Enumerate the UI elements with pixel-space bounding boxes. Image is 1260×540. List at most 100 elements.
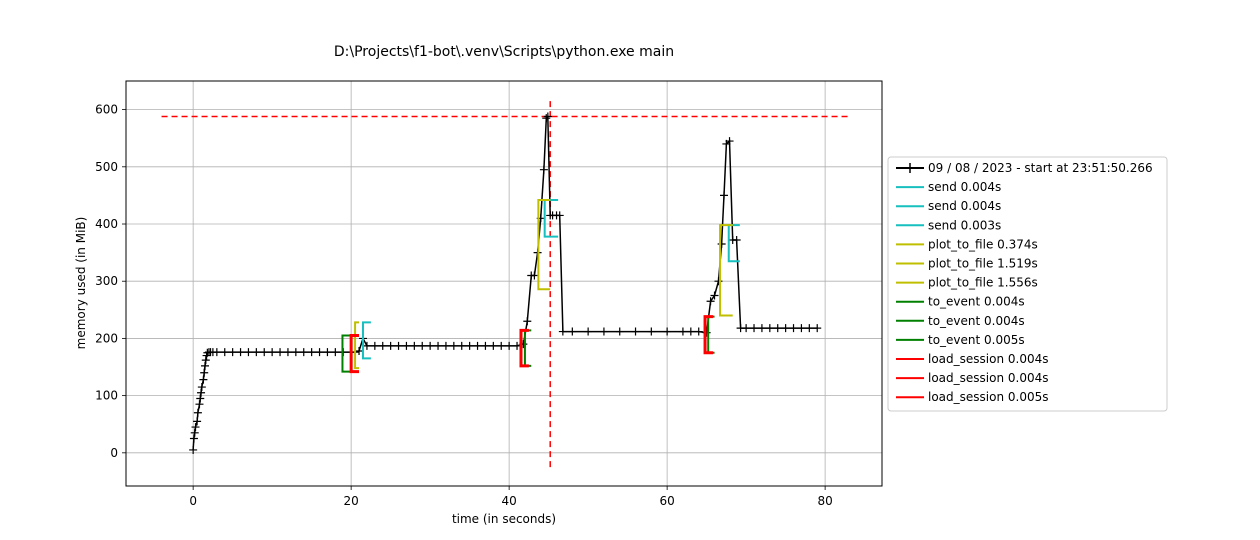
memory-point (558, 327, 567, 336)
memory-point (370, 341, 379, 350)
memory-point (797, 324, 806, 333)
memory-point (750, 324, 759, 333)
memory-point (200, 368, 209, 377)
memory-point (523, 317, 532, 326)
memory-point (584, 327, 593, 336)
memory-point (678, 327, 687, 336)
memory-point (276, 348, 285, 357)
memory-point (189, 434, 198, 443)
memory-point (191, 423, 200, 432)
function-brackets (341, 198, 740, 374)
memory-point (189, 445, 198, 454)
legend-label: to_event 0.004s (928, 314, 1025, 328)
send-bracket (543, 198, 559, 238)
memory-point (773, 324, 782, 333)
load-session-bracket (519, 328, 529, 368)
memory-point (299, 348, 308, 357)
memory-point (717, 240, 726, 249)
legend-label: load_session 0.004s (928, 371, 1049, 385)
legend-label: 09 / 08 / 2023 - start at 23:51:50.266 (928, 161, 1153, 175)
memory-point (315, 348, 324, 357)
memory-point (542, 114, 551, 123)
memory-point (497, 341, 506, 350)
memory-point (197, 388, 206, 397)
to-event-bracket (341, 334, 356, 373)
plot-to-file-bracket (719, 224, 733, 317)
legend-label: to_event 0.004s (928, 295, 1025, 309)
memory-point (539, 165, 548, 174)
memory-point (268, 348, 277, 357)
legend-label: plot_to_file 1.556s (928, 276, 1038, 290)
legend-label: to_event 0.005s (928, 333, 1025, 347)
memory-point (362, 341, 371, 350)
legend: 09 / 08 / 2023 - start at 23:51:50.266 se… (887, 156, 1168, 412)
plot-frame (125, 80, 883, 487)
legend-label: load_session 0.005s (928, 390, 1049, 404)
memory-point (473, 341, 482, 350)
memory-point (742, 324, 751, 333)
legend-label: send 0.003s (928, 218, 1001, 232)
memory-point (199, 375, 208, 384)
y-tick-label: 500 (95, 160, 118, 174)
memory-point (481, 341, 490, 350)
send-bracket (727, 224, 740, 263)
memory-point (402, 341, 411, 350)
memory-point (195, 400, 204, 409)
plot-area: 0 20 40 60 80 0 100 200 300 400 500 600 (95, 80, 883, 508)
memory-point (236, 348, 245, 357)
x-tick-label: 40 (501, 494, 516, 508)
memory-point (193, 417, 202, 426)
memory-point (663, 327, 672, 336)
memory-point (190, 428, 199, 437)
memory-point (489, 341, 498, 350)
y-axis-label: memory used (in MiB) (74, 217, 88, 350)
memory-point (355, 347, 364, 355)
memory-point (307, 348, 316, 357)
memory-point (212, 348, 221, 357)
grid (126, 81, 882, 486)
memory-point (449, 341, 458, 350)
y-tick-label: 300 (95, 274, 118, 288)
memory-point (260, 348, 269, 357)
memory-point (781, 324, 790, 333)
memory-point (323, 348, 332, 357)
memory-point (283, 348, 292, 357)
memory-point (720, 191, 729, 200)
memory-point (441, 341, 450, 350)
x-axis-ticks: 0 20 40 60 80 (189, 486, 833, 508)
memory-point (631, 327, 640, 336)
memory-point (197, 383, 206, 392)
memory-point (530, 271, 539, 280)
memory-point (615, 327, 624, 336)
send-bracket (361, 321, 371, 360)
y-tick-label: 100 (95, 389, 118, 403)
memory-point (725, 137, 734, 146)
x-tick-label: 0 (189, 494, 197, 508)
memory-point (765, 324, 774, 333)
plot-background (126, 81, 882, 486)
memory-point (378, 341, 387, 350)
memory-point (201, 356, 210, 365)
memory-point (291, 348, 300, 357)
x-tick-label: 80 (817, 494, 832, 508)
memory-point (568, 327, 577, 336)
plot-to-file-bracket (537, 198, 551, 291)
y-tick-label: 600 (95, 103, 118, 117)
memory-point (694, 327, 703, 336)
memory-point (543, 112, 552, 121)
legend-label: send 0.004s (928, 199, 1001, 213)
memory-point (647, 327, 656, 336)
memory-point (228, 348, 237, 357)
memory-point (805, 324, 814, 333)
memory-point (386, 341, 395, 350)
y-tick-label: 400 (95, 217, 118, 231)
memory-point (813, 324, 822, 333)
memory-point (196, 394, 205, 403)
legend-label: plot_to_file 1.519s (928, 257, 1038, 271)
legend-label: send 0.004s (928, 180, 1001, 194)
memory-point (434, 341, 443, 350)
peak-reference-lines (161, 101, 849, 468)
y-axis-ticks: 0 100 200 300 400 500 600 (95, 103, 126, 460)
memory-point (706, 297, 715, 306)
